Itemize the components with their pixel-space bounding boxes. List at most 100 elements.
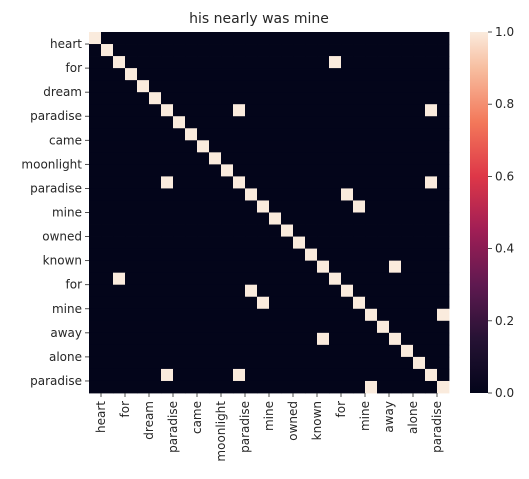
heatmap-cell bbox=[257, 320, 270, 334]
heatmap-cell bbox=[281, 344, 294, 358]
heatmap-cell bbox=[221, 296, 234, 310]
heatmap-cell bbox=[185, 248, 198, 262]
heatmap-cell bbox=[365, 104, 378, 117]
heatmap-cell bbox=[281, 140, 294, 153]
heatmap-cell bbox=[221, 176, 234, 189]
heatmap-cell bbox=[185, 284, 198, 298]
heatmap-cell bbox=[341, 32, 354, 45]
heatmap-cell bbox=[149, 224, 162, 237]
heatmap-cell bbox=[209, 68, 222, 81]
heatmap-cell bbox=[233, 128, 246, 141]
heatmap-cell bbox=[329, 44, 342, 57]
heatmap-cell bbox=[125, 44, 138, 57]
heatmap-cell bbox=[353, 212, 366, 225]
heatmap-cell bbox=[197, 260, 210, 274]
y-tick-label: for bbox=[66, 278, 83, 292]
heatmap-cell bbox=[113, 212, 126, 225]
heatmap-cell bbox=[281, 164, 294, 177]
heatmap-cell bbox=[257, 224, 270, 237]
heatmap-cell bbox=[113, 128, 126, 141]
heatmap-cell bbox=[233, 68, 246, 81]
heatmap-cell bbox=[437, 320, 450, 334]
heatmap-cell bbox=[161, 284, 174, 298]
heatmap-cell bbox=[293, 116, 306, 129]
heatmap-cell bbox=[281, 116, 294, 129]
heatmap-cell bbox=[305, 92, 318, 105]
heatmap-cell bbox=[161, 380, 174, 394]
heatmap-cell bbox=[341, 296, 354, 310]
heatmap-cell bbox=[413, 344, 426, 358]
heatmap-cell bbox=[425, 200, 438, 213]
heatmap-cell bbox=[401, 140, 414, 153]
heatmap-cell bbox=[329, 356, 342, 370]
heatmap-cell bbox=[209, 356, 222, 370]
heatmap-cell bbox=[413, 296, 426, 310]
heatmap-cell bbox=[401, 332, 414, 346]
heatmap-cell bbox=[161, 260, 174, 274]
heatmap-cell bbox=[137, 224, 150, 237]
heatmap-cell bbox=[329, 152, 342, 165]
heatmap-cell bbox=[281, 152, 294, 165]
heatmap-cell bbox=[161, 80, 174, 93]
heatmap-cell bbox=[341, 176, 354, 189]
heatmap-cell bbox=[293, 308, 306, 322]
heatmap-cell bbox=[389, 80, 402, 93]
heatmap-cell bbox=[245, 332, 258, 346]
heatmap-cell bbox=[413, 68, 426, 81]
heatmap-cell bbox=[233, 368, 246, 382]
heatmap-cell bbox=[341, 56, 354, 69]
heatmap-cell bbox=[293, 188, 306, 201]
heatmap-cell bbox=[305, 248, 318, 262]
heatmap-cell bbox=[365, 128, 378, 141]
heatmap-cell bbox=[161, 332, 174, 346]
heatmap-cell bbox=[89, 260, 102, 274]
heatmap-cell bbox=[173, 272, 186, 286]
heatmap-cell bbox=[353, 56, 366, 69]
heatmap-cell bbox=[389, 152, 402, 165]
heatmap-cell bbox=[377, 140, 390, 153]
heatmap-cell bbox=[125, 140, 138, 153]
heatmap-cell bbox=[257, 188, 270, 201]
heatmap-cell bbox=[281, 356, 294, 370]
heatmap-cell bbox=[245, 284, 258, 298]
heatmap-cell bbox=[101, 68, 114, 81]
heatmap-cell bbox=[161, 212, 174, 225]
heatmap-cell bbox=[221, 140, 234, 153]
heatmap-cell bbox=[437, 272, 450, 286]
heatmap-cell bbox=[185, 356, 198, 370]
heatmap-cell bbox=[197, 188, 210, 201]
heatmap-cell bbox=[245, 56, 258, 69]
heatmap-cell bbox=[197, 296, 210, 310]
heatmap-cell bbox=[269, 80, 282, 93]
heatmap-cell bbox=[113, 56, 126, 69]
heatmap-cell bbox=[173, 92, 186, 105]
heatmap-cells bbox=[89, 32, 450, 394]
heatmap-cell bbox=[233, 236, 246, 249]
heatmap-cell bbox=[281, 68, 294, 81]
heatmap-cell bbox=[257, 200, 270, 213]
heatmap-cell bbox=[269, 368, 282, 382]
heatmap-cell bbox=[137, 44, 150, 57]
heatmap-cell bbox=[125, 200, 138, 213]
heatmap-cell bbox=[437, 308, 450, 322]
heatmap-cell bbox=[317, 356, 330, 370]
heatmap-cell bbox=[209, 92, 222, 105]
heatmap-cell bbox=[197, 308, 210, 322]
heatmap-cell bbox=[269, 44, 282, 57]
heatmap-cell bbox=[389, 164, 402, 177]
heatmap-cell bbox=[329, 260, 342, 274]
heatmap-cell bbox=[437, 344, 450, 358]
heatmap-cell bbox=[113, 188, 126, 201]
heatmap-cell bbox=[185, 368, 198, 382]
heatmap-cell bbox=[377, 284, 390, 298]
heatmap-cell bbox=[209, 32, 222, 45]
heatmap-cell bbox=[413, 284, 426, 298]
heatmap-cell bbox=[413, 356, 426, 370]
heatmap-cell bbox=[317, 212, 330, 225]
heatmap-cell bbox=[425, 260, 438, 274]
heatmap-cell bbox=[305, 32, 318, 45]
heatmap-cell bbox=[341, 356, 354, 370]
heatmap-cell bbox=[425, 212, 438, 225]
heatmap-cell bbox=[281, 56, 294, 69]
heatmap-cell bbox=[317, 320, 330, 334]
